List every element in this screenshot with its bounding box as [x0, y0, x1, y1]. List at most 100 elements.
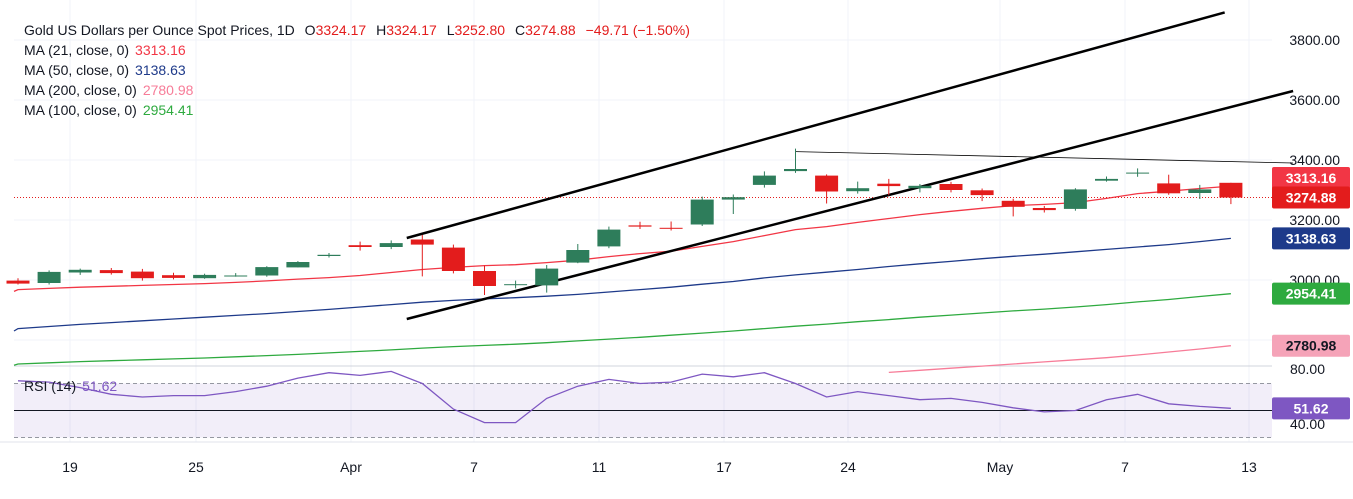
candle-body — [1157, 183, 1181, 194]
ma50-label: MA (50, close, 0) — [24, 62, 130, 78]
ma100-line — [13, 293, 1231, 366]
time-tick-label: May — [987, 459, 1013, 475]
candle-body — [877, 183, 901, 187]
ma50-line — [13, 237, 1231, 332]
candle-body — [908, 185, 932, 189]
ma200-label: MA (200, close, 0) — [24, 82, 137, 98]
candle-body — [970, 190, 994, 196]
candle-body — [162, 275, 185, 278]
open-value: 3324.17 — [315, 22, 367, 38]
candle-body — [846, 188, 870, 192]
candle-body — [99, 270, 123, 274]
price-badge — [1272, 167, 1350, 190]
candle-body — [535, 268, 559, 286]
candle-body — [784, 169, 807, 172]
candle-body — [1063, 189, 1087, 209]
rsi-line — [17, 370, 1231, 424]
price-badge — [1272, 397, 1350, 420]
candle-body — [1001, 200, 1025, 207]
candle-body — [690, 199, 714, 225]
ma100-legend[interactable]: MA (100, close, 0) 2954.41 — [24, 100, 690, 120]
trend-line — [795, 151, 1294, 164]
price-tick-label: 3800.00 — [1289, 32, 1340, 48]
candle-body — [1126, 172, 1150, 174]
price-badge-label: 2954.41 — [1286, 286, 1337, 302]
candle-body — [317, 254, 341, 256]
time-tick-label: 17 — [716, 459, 732, 475]
candle-body — [286, 262, 310, 268]
high-value: 3324.17 — [386, 22, 437, 38]
candle-body — [255, 267, 279, 276]
grid — [14, 0, 1272, 442]
price-badge-label: 2780.98 — [1286, 338, 1337, 354]
candle-body — [224, 275, 248, 277]
rsi-tick-label: 80.00 — [1290, 361, 1325, 377]
candle-body — [473, 271, 496, 286]
price-badges: 3313.16 3274.88 3138.63 2954.41 2780.98 51.62 — [1272, 167, 1350, 420]
candle-body — [130, 271, 154, 279]
candles — [6, 148, 1243, 295]
time-tick-label: 7 — [1121, 459, 1129, 475]
candle-body — [566, 250, 590, 263]
candle-body — [939, 184, 963, 190]
change-value: −49.71 (−1.50%) — [585, 22, 690, 38]
ma50-legend[interactable]: MA (50, close, 0) 3138.63 — [24, 60, 690, 80]
trend-line — [406, 11, 1226, 240]
rsi-pane — [14, 365, 1272, 438]
low-label: L — [446, 22, 455, 38]
rsi-tick-label: 40.00 — [1290, 416, 1325, 432]
time-tick-label: 24 — [840, 459, 856, 475]
candle-body — [815, 175, 839, 192]
candle-body — [628, 225, 652, 227]
price-tick-label: 3200.00 — [1289, 212, 1340, 228]
candle-body — [379, 243, 403, 247]
rsi-value: 51.62 — [82, 378, 118, 394]
open-label: O — [304, 22, 316, 38]
candle-body — [1188, 189, 1212, 193]
candle-body — [193, 274, 217, 279]
candle-body — [410, 239, 434, 245]
candle-body — [68, 269, 92, 273]
candle-body — [1095, 178, 1118, 181]
candle-body — [37, 271, 61, 283]
candle-body — [504, 284, 528, 286]
candle-body — [6, 280, 30, 284]
ma50-value: 3138.63 — [135, 62, 186, 78]
candle-body — [752, 175, 776, 185]
ma200-value: 2780.98 — [142, 82, 194, 98]
price-tick-label: 3600.00 — [1289, 92, 1340, 108]
close-value: 3274.88 — [525, 22, 576, 38]
ma21-legend[interactable]: MA (21, close, 0) 3313.16 — [24, 40, 690, 60]
close-label: C — [514, 22, 526, 38]
price-badge-label: 3313.16 — [1286, 170, 1337, 186]
candle-body — [597, 229, 621, 247]
price-badge — [1272, 334, 1350, 357]
time-axis: 19 25 Apr 7 11 17 24 May 7 13 — [0, 441, 1353, 475]
high-label: H — [376, 22, 387, 38]
time-tick-label: 7 — [470, 459, 478, 475]
symbol-title: Gold US Dollars per Ounce Spot Prices, 1… — [24, 22, 295, 38]
candle-body — [721, 197, 745, 200]
ma21-value: 3313.16 — [135, 42, 186, 58]
ma200-legend[interactable]: MA (200, close, 0) 2780.98 — [24, 80, 690, 100]
candle-body — [659, 227, 683, 229]
rsi-legend[interactable]: RSI (14) 51.62 — [24, 378, 117, 394]
price-tick-label: 3400.00 — [1289, 152, 1340, 168]
rsi-label: RSI (14) — [24, 378, 77, 394]
price-badge-label: 51.62 — [1293, 400, 1328, 416]
price-badge-label: 3138.63 — [1286, 230, 1337, 246]
time-tick-label: 11 — [592, 459, 607, 475]
price-badge-label: 3274.88 — [1286, 190, 1337, 206]
time-tick-label: 13 — [1241, 459, 1257, 475]
time-tick-label: 19 — [62, 459, 78, 475]
price-badge — [1272, 186, 1350, 209]
price-badge — [1272, 227, 1350, 250]
price-badge — [1272, 282, 1350, 305]
ma100-value: 2954.41 — [142, 102, 194, 118]
candle-body — [1032, 208, 1056, 211]
ma21-label: MA (21, close, 0) — [24, 42, 130, 58]
candle-body — [1219, 182, 1243, 198]
time-tick-label: 25 — [188, 459, 204, 475]
ohlc-header: Gold US Dollars per Ounce Spot Prices, 1… — [24, 20, 690, 40]
